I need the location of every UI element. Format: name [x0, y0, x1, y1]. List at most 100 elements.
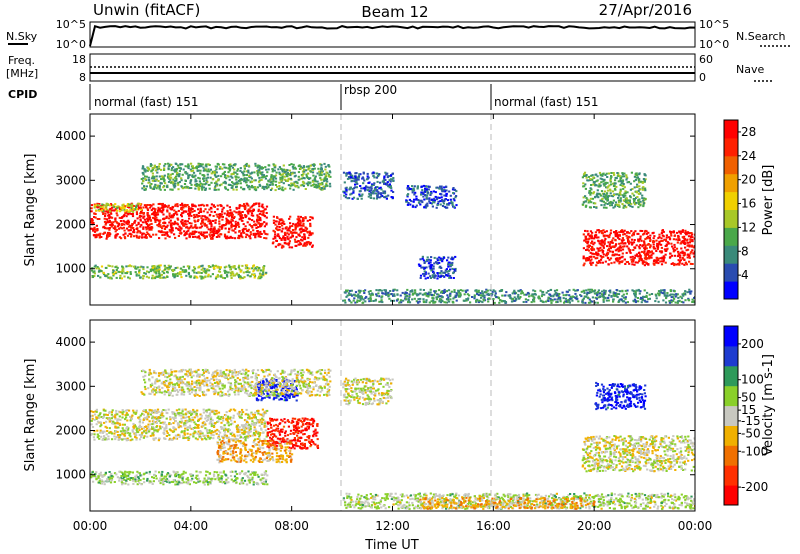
heatmap-cell [639, 296, 643, 299]
heatmap-cell [565, 300, 568, 303]
heatmap-cell [638, 185, 641, 188]
heatmap-cell [612, 300, 615, 303]
heatmap-cell [253, 171, 256, 174]
heatmap-cell [240, 171, 244, 174]
heatmap-cell [678, 299, 681, 302]
heatmap-cell [584, 235, 587, 238]
heatmap-cell [122, 215, 125, 218]
heatmap-cell [614, 203, 617, 206]
heatmap-cell [191, 210, 194, 213]
heatmap-cell [350, 289, 353, 292]
heatmap-cell [273, 235, 276, 238]
heatmap-cell [325, 184, 328, 186]
heatmap-cell [129, 271, 132, 274]
heatmap-cell [256, 166, 259, 169]
heatmap-cell [248, 174, 251, 177]
heatmap-cell [379, 181, 382, 184]
heatmap-cell [194, 183, 197, 186]
heatmap-cell [98, 236, 101, 239]
heatmap-cell [566, 301, 569, 303]
heatmap-cell [475, 290, 478, 293]
heatmap-cell [660, 263, 664, 266]
heatmap-cell [601, 293, 604, 296]
heatmap-cell [183, 203, 186, 206]
heatmap-cell [448, 190, 451, 193]
heatmap-cell [175, 169, 178, 172]
heatmap-cell [685, 239, 688, 242]
heatmap-cell [308, 230, 311, 233]
heatmap-cell [633, 246, 636, 249]
heatmap-cell [443, 198, 446, 201]
heatmap-cell [300, 243, 303, 246]
heatmap-cell [91, 276, 95, 278]
heatmap-cell [415, 293, 418, 296]
heatmap-cell [614, 188, 617, 191]
heatmap-cell [583, 292, 586, 294]
heatmap-cell [167, 165, 170, 168]
heatmap-cell [628, 262, 631, 265]
heatmap-cell [421, 257, 424, 260]
heatmap-cell [429, 291, 432, 294]
heatmap-cell [683, 263, 686, 266]
heatmap-cell [596, 252, 599, 255]
heatmap-cell [639, 235, 642, 238]
heatmap-cell [119, 270, 122, 273]
heatmap-cell [617, 204, 620, 207]
heatmap-cell [647, 243, 650, 245]
heatmap-cell [590, 288, 594, 291]
heatmap-cell [430, 267, 434, 270]
heatmap-cell [383, 182, 386, 185]
heatmap-cell [157, 219, 160, 222]
heatmap-cell [285, 170, 288, 173]
heatmap-cell [187, 164, 190, 167]
heatmap-cell [98, 269, 101, 272]
heatmap-cell [257, 222, 260, 225]
heatmap-cell [153, 185, 156, 188]
heatmap-cell [299, 165, 302, 168]
heatmap-cell [594, 236, 597, 239]
heatmap-cell [140, 178, 143, 180]
heatmap-cell [226, 204, 229, 207]
heatmap-cell [408, 188, 411, 191]
heatmap-cell [312, 164, 315, 167]
heatmap-cell [380, 296, 383, 299]
heatmap-cell [364, 189, 367, 192]
heatmap-cell [556, 298, 559, 301]
heatmap-cell [196, 184, 199, 187]
heatmap-cell [639, 229, 642, 232]
heatmap-cell [328, 170, 331, 173]
heatmap-cell [272, 163, 275, 166]
heatmap-cell [382, 192, 385, 195]
heatmap-cell [438, 298, 442, 301]
heatmap-cell [206, 226, 209, 229]
heatmap-cell [624, 242, 627, 245]
heatmap-cell [201, 185, 204, 188]
colorbar-swatch [724, 227, 738, 246]
heatmap-cell [124, 237, 127, 240]
heatmap-cell [228, 206, 231, 209]
heatmap-cell [168, 163, 171, 166]
heatmap-cell [102, 273, 106, 276]
heatmap-cell [445, 203, 449, 206]
heatmap-cell [352, 299, 355, 302]
heatmap-cell [441, 200, 444, 203]
heatmap-cell [271, 168, 274, 170]
heatmap-cell [602, 293, 605, 296]
heatmap-cell [617, 234, 620, 237]
heatmap-cell [294, 225, 297, 228]
heatmap-cell [479, 292, 482, 295]
heatmap-cell [296, 221, 299, 224]
heatmap-cell [602, 255, 605, 258]
heatmap-cell [181, 204, 184, 207]
heatmap-cell [513, 292, 517, 295]
heatmap-cell [640, 239, 643, 242]
heatmap-cell [442, 190, 445, 193]
heatmap-cell [350, 192, 353, 195]
heatmap-cell [183, 220, 186, 223]
heatmap-cell [96, 266, 99, 268]
heatmap-cell [184, 179, 187, 182]
heatmap-cell [185, 185, 188, 188]
heatmap-cell [601, 174, 604, 177]
heatmap-cell [171, 268, 174, 271]
heatmap-cell [516, 295, 519, 298]
